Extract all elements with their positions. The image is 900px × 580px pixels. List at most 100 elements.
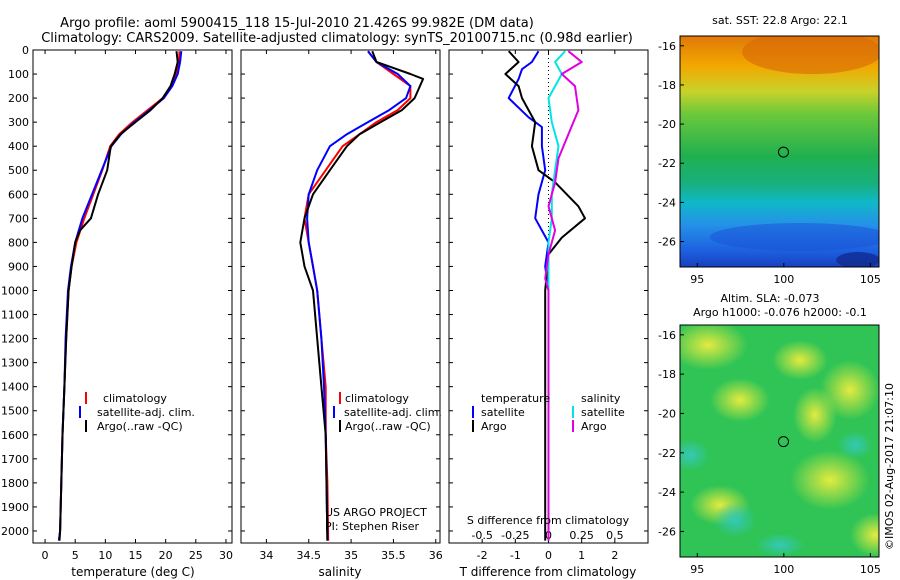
map-lon-label: 100 (773, 273, 794, 286)
sla-low-patch (713, 502, 757, 538)
sla-map-title-line2: Argo h1000: -0.076 h2000: -0.1 (693, 306, 867, 319)
sst-map (680, 36, 879, 267)
map-lon-label: 95 (690, 273, 704, 286)
sla-map-title-line1: Altim. SLA: -0.073 (720, 292, 819, 305)
legend-label-s-satellite: satellite (581, 406, 625, 419)
depth-tick-label: 600 (8, 188, 29, 201)
depth-tick-label: 1900 (1, 501, 29, 514)
x-tick-label: 10 (98, 549, 112, 562)
legend-label-climatology: climatology (345, 392, 409, 405)
depth-tick-label: 400 (8, 140, 29, 153)
x-tick-label: 25 (189, 549, 203, 562)
sla-map (680, 325, 879, 557)
sla-high-patch (680, 325, 748, 370)
depth-tick-label: 1600 (1, 429, 29, 442)
series-line-argo (504, 50, 586, 541)
x-tick-label: 1 (578, 549, 585, 562)
difference-legend: temperature salinity satellite Argo sate… (472, 392, 625, 433)
sst-map-frame (679, 35, 880, 268)
figure-title-line2: Climatology: CARS2009. Satellite-adjuste… (41, 31, 633, 46)
sla-low-patch (680, 439, 710, 471)
legend-label-t-argo: Argo (481, 420, 507, 433)
legend-label-argo: Argo(..raw -QC) (97, 420, 183, 433)
x-tick-label: 0 (42, 549, 49, 562)
legend-label-climatology: climatology (103, 392, 167, 405)
x-tick-label: 20 (159, 549, 173, 562)
map-lat-label: -24 (658, 486, 676, 499)
x-tick-label: 35 (344, 549, 358, 562)
map-lat-label: -20 (658, 118, 676, 131)
sla-high-patch (793, 387, 837, 443)
x-tick-label: 15 (129, 549, 143, 562)
sla-low-patch (755, 533, 805, 557)
depth-tick-label: 1100 (1, 309, 29, 322)
series-line-argo-raw-qc (299, 50, 425, 541)
project-annotation: US ARGO PROJECT (325, 506, 427, 519)
salinity-legend: climatology satellite-adj. clim. Argo(..… (333, 392, 442, 433)
depth-tick-label: 500 (8, 164, 29, 177)
map-lat-label: -18 (658, 368, 676, 381)
s-diff-tick-label: -0.5 (471, 529, 492, 542)
map-lon-label: 105 (860, 563, 881, 576)
depth-tick-label: 900 (8, 260, 29, 273)
x-tick-label: 34 (259, 549, 273, 562)
salinity-plot: 34 34.5 35 35.5 36 (241, 49, 443, 562)
sla-high-patch (850, 513, 879, 557)
figure-title-line1: Argo profile: aoml 5900415_118 15-Jul-20… (60, 16, 534, 31)
s-diff-tick-label: 0.5 (606, 529, 624, 542)
temperature-plot-frame (32, 49, 233, 544)
map-lat-label: -22 (658, 447, 676, 460)
x-tick-label: 5 (72, 549, 79, 562)
map-lat-label: -20 (658, 407, 676, 420)
depth-tick-label: 100 (8, 68, 29, 81)
s-diff-tick-label: 0.25 (569, 529, 594, 542)
sst-cool-band (710, 223, 879, 251)
temperature-legend: climatology satellite-adj. clim. Argo(..… (79, 392, 195, 433)
depth-tick-label: 1500 (1, 405, 29, 418)
x-tick-label: 34.5 (296, 549, 321, 562)
sla-high-patch (790, 450, 870, 510)
sst-warm-patch (742, 36, 879, 74)
legend-label-argo: Argo(..raw -QC) (345, 420, 431, 433)
depth-tick-label: 2000 (1, 525, 29, 538)
sst-map-axes: -16 -18 -20 -22 -24 -26 95 100 105 (658, 40, 881, 286)
map-lat-label: -16 (658, 40, 676, 53)
depth-tick-label: 200 (8, 92, 29, 105)
legend-title-salinity: salinity (581, 392, 621, 405)
temperature-axis-label: temperature (deg C) (71, 565, 194, 579)
depth-tick-label: 300 (8, 116, 29, 129)
depth-tick-label: 1300 (1, 357, 29, 370)
series-line-argo-raw-qc (58, 51, 179, 541)
x-tick-label: 30 (219, 549, 233, 562)
pi-annotation: PI: Stephen Riser (325, 520, 420, 533)
salinity-plot-frame (240, 49, 441, 544)
depth-axis-ticks: 0 100 200 300 400 500 600 700 800 900 1000 1100 1200… (1, 44, 29, 538)
argo-position-marker (777, 436, 789, 448)
depth-tick-label: 1000 (1, 284, 29, 297)
sst-map-title: sat. SST: 22.8 Argo: 22.1 (712, 14, 848, 27)
sla-high-patch (710, 378, 770, 422)
s-diff-tick-label: -0.25 (501, 529, 529, 542)
map-lat-label: -22 (658, 157, 676, 170)
legend-label-satellite: satellite-adj. clim. (344, 406, 442, 419)
map-lon-label: 105 (860, 273, 881, 286)
x-tick-label: 35.5 (381, 549, 406, 562)
series-line-satellite-adj-clim (306, 50, 412, 541)
depth-tick-label: 800 (8, 236, 29, 249)
t-difference-axis-label: T difference from climatology (459, 565, 637, 579)
x-tick-label: 0 (545, 549, 552, 562)
legend-label-t-satellite: satellite (481, 406, 525, 419)
map-lat-label: -18 (658, 79, 676, 92)
imos-timestamp: ©IMOS 02-Aug-2017 21:07:10 (883, 383, 896, 550)
difference-plot: -2 -1 0 1 2-0.5 -0.25 0 0.25 0.5 (449, 49, 648, 562)
depth-tick-label: 1700 (1, 453, 29, 466)
depth-tick-label: 0 (22, 44, 29, 57)
series-line-argo (544, 50, 583, 541)
x-tick-label: -2 (477, 549, 488, 562)
sla-map-axes: -16 -18 -20 -22 -24 -26 95 100 105 (658, 329, 881, 576)
argo-position-marker (777, 146, 789, 158)
legend-label-s-argo: Argo (581, 420, 607, 433)
legend-title-temperature: temperature (481, 392, 550, 405)
sla-low-patch (837, 431, 873, 459)
